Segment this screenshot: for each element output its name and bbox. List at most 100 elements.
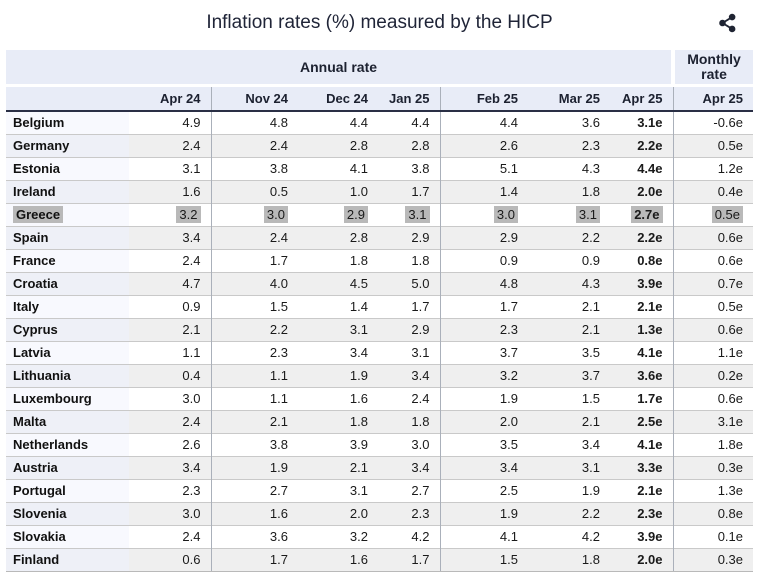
annual-value-cell: 2.4: [210, 225, 298, 249]
annual-value-cell: 4.9: [129, 110, 211, 134]
annual-value-cell: 2.5e: [610, 409, 674, 433]
country-label: France: [6, 248, 129, 272]
monthly-value-cell: 0.6e: [672, 225, 754, 249]
annual-value-cell: 2.2: [210, 317, 298, 341]
column-header-apr-24: Apr 24: [129, 85, 211, 112]
annual-value-cell: 1.7: [378, 294, 440, 318]
annual-value-cell: 4.4: [298, 110, 378, 134]
country-label: Germany: [6, 133, 129, 157]
annual-value-cell: 3.2: [439, 363, 528, 387]
table-row-slovenia: Slovenia 3.0 1.6 2.0 2.3 1.9 2.2 2.3e 0.8e: [6, 501, 754, 525]
annual-value-cell: 3.3e: [610, 455, 674, 479]
annual-value-cell: 3.4: [129, 455, 211, 479]
monthly-value-cell: 1.2e: [672, 156, 754, 180]
annual-value-cell: 2.0e: [610, 547, 674, 572]
annual-value-cell: 4.1e: [610, 340, 674, 364]
annual-value-cell: 4.1: [439, 524, 528, 548]
annual-value-cell: 3.8: [210, 432, 298, 456]
annual-value-cell: 3.1: [528, 455, 610, 479]
annual-value-cell: 4.3: [528, 156, 610, 180]
annual-value-cell: 3.6: [210, 524, 298, 548]
annual-value-cell: 2.3: [439, 317, 528, 341]
monthly-value-cell: -0.6e: [672, 110, 754, 134]
country-label: Portugal: [6, 478, 129, 502]
annual-value-cell: 3.5: [439, 432, 528, 456]
annual-value-cell: 3.9e: [610, 524, 674, 548]
annual-value-cell: 2.1: [129, 317, 211, 341]
annual-value-cell: 2.7e: [610, 202, 674, 226]
annual-value-cell: 1.9: [298, 363, 378, 387]
country-label: Slovakia: [6, 524, 129, 548]
annual-value-cell: 2.4: [129, 248, 211, 272]
annual-value-cell: 2.9: [439, 225, 528, 249]
annual-value-cell: 2.4: [129, 409, 211, 433]
annual-value-cell: 2.3: [129, 478, 211, 502]
column-header-apr-25: Apr 25: [610, 85, 674, 112]
annual-value-cell: 4.4: [378, 110, 440, 134]
share-button[interactable]: [715, 10, 741, 36]
table-row-ireland: Ireland 1.6 0.5 1.0 1.7 1.4 1.8 2.0e 0.4e: [6, 179, 754, 203]
table-row-netherlands: Netherlands 2.6 3.8 3.9 3.0 3.5 3.4 4.1e 1.8e: [6, 432, 754, 456]
column-header-row: Apr 24 Nov 24 Dec 24 Jan 25 Feb 25 Mar 25 Apr …: [6, 85, 754, 112]
annual-value-cell: 5.1: [439, 156, 528, 180]
monthly-value-cell: 1.3e: [672, 478, 754, 502]
annual-value-cell: 2.4: [129, 524, 211, 548]
inflation-table: Annual rate Monthly rate Apr 24 Nov 24 Dec…: [6, 50, 754, 572]
monthly-value-cell: 0.1e: [672, 524, 754, 548]
table-row-portugal: Portugal 2.3 2.7 3.1 2.7 2.5 1.9 2.1e 1.3e: [6, 478, 754, 502]
annual-value-cell: 1.7: [378, 179, 440, 203]
monthly-value-cell: 0.8e: [672, 501, 754, 525]
annual-value-cell: 2.3: [210, 340, 298, 364]
annual-value-cell: 3.1: [528, 202, 610, 226]
annual-value-cell: 1.8: [378, 248, 440, 272]
monthly-value-cell: 0.3e: [672, 455, 754, 479]
annual-value-cell: 2.9: [378, 225, 440, 249]
annual-value-cell: 2.1: [298, 455, 378, 479]
annual-value-cell: 3.9e: [610, 271, 674, 295]
annual-value-cell: 2.3: [378, 501, 440, 525]
page-title: Inflation rates (%) measured by the HICP: [206, 12, 553, 33]
annual-value-cell: 3.5: [528, 340, 610, 364]
annual-value-cell: 3.4: [528, 432, 610, 456]
table-row-belgium: Belgium 4.9 4.8 4.4 4.4 4.4 3.6 3.1e -0.6e: [6, 110, 754, 134]
country-label: Austria: [6, 455, 129, 479]
annual-value-cell: 1.9: [210, 455, 298, 479]
annual-value-cell: 4.3: [528, 271, 610, 295]
table-row-germany: Germany 2.4 2.4 2.8 2.8 2.6 2.3 2.2e 0.5e: [6, 133, 754, 157]
annual-value-cell: 3.8: [378, 156, 440, 180]
annual-value-cell: 1.6: [298, 547, 378, 572]
annual-value-cell: 3.0: [129, 386, 211, 410]
annual-value-cell: 1.7: [439, 294, 528, 318]
country-label: Luxembourg: [6, 386, 129, 410]
column-header-monthly-apr-25: Apr 25: [672, 85, 754, 112]
country-label: Spain: [6, 225, 129, 249]
annual-value-cell: 2.1: [528, 294, 610, 318]
annual-value-cell: 2.7: [210, 478, 298, 502]
annual-value-cell: 3.1e: [610, 110, 674, 134]
monthly-value-cell: 0.6e: [672, 248, 754, 272]
table-row-malta: Malta 2.4 2.1 1.8 1.8 2.0 2.1 2.5e 3.1e: [6, 409, 754, 433]
annual-value-cell: 1.9: [439, 386, 528, 410]
annual-value-cell: 3.8: [210, 156, 298, 180]
annual-value-cell: 3.4: [439, 455, 528, 479]
monthly-value-cell: 0.3e: [672, 547, 754, 572]
annual-value-cell: 2.2: [528, 225, 610, 249]
annual-value-cell: 4.8: [439, 271, 528, 295]
annual-value-cell: 4.4: [439, 110, 528, 134]
widget-header: Inflation rates (%) measured by the HICP: [0, 0, 759, 50]
annual-value-cell: 4.8: [210, 110, 298, 134]
annual-value-cell: 3.0: [439, 202, 528, 226]
annual-value-cell: 4.0: [210, 271, 298, 295]
country-label: Italy: [6, 294, 129, 318]
annual-value-cell: 1.7: [210, 248, 298, 272]
annual-value-cell: 3.0: [378, 432, 440, 456]
monthly-value-cell: 3.1e: [672, 409, 754, 433]
annual-value-cell: 1.9: [528, 478, 610, 502]
annual-value-cell: 2.2: [528, 501, 610, 525]
annual-value-cell: 4.4e: [610, 156, 674, 180]
annual-value-cell: 1.4: [439, 179, 528, 203]
annual-value-cell: 3.2: [129, 202, 211, 226]
annual-value-cell: 3.1: [129, 156, 211, 180]
annual-value-cell: 3.7: [528, 363, 610, 387]
annual-value-cell: 2.4: [129, 133, 211, 157]
